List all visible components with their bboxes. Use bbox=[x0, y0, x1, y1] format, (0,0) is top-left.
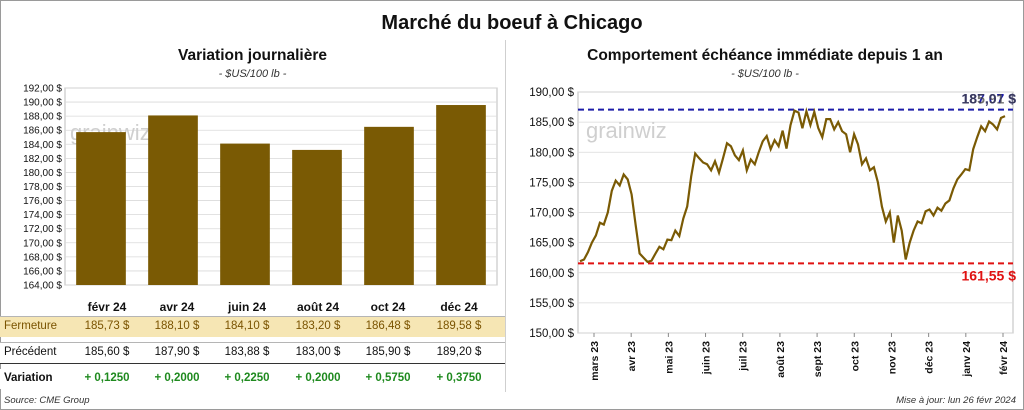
bar bbox=[436, 105, 486, 285]
table-header-month: févr 24 bbox=[87, 300, 127, 314]
variation-value: + 0,2250 bbox=[224, 372, 270, 384]
right-x-tick-label: mai 23 bbox=[663, 341, 675, 374]
row-label-previous: Précédent bbox=[4, 346, 57, 358]
left-y-tick-label: 188,00 $ bbox=[23, 112, 62, 123]
right-x-tick-label: juin 23 bbox=[701, 341, 713, 375]
close-value: 189,58 $ bbox=[436, 320, 482, 332]
table-header-row: févr 24 avr 24 juin 24 août 24 oct 24 dé… bbox=[0, 297, 505, 317]
left-y-tick-label: 182,00 $ bbox=[23, 154, 62, 165]
bar bbox=[76, 132, 126, 285]
main-title: Marché du boeuf à Chicago bbox=[381, 12, 643, 34]
left-y-tick-label: 164,00 $ bbox=[23, 281, 62, 292]
left-y-tick-label: 180,00 $ bbox=[23, 168, 62, 179]
right-line-chart: grainwiz 190,00 $ 185,00 $ 180,00 $ 175,00 … bbox=[529, 87, 1017, 381]
table-row-previous: Précédent 185,60 $ 187,90 $ 183,88 $ 183… bbox=[0, 342, 505, 364]
row-label-close: Fermeture bbox=[4, 320, 58, 332]
previous-value: 183,00 $ bbox=[295, 346, 341, 358]
table-header-month: déc 24 bbox=[440, 300, 478, 314]
close-value: 186,48 $ bbox=[365, 320, 411, 332]
right-y-tick-label: 165,00 $ bbox=[529, 238, 574, 250]
last-value-label: 185,91 $ bbox=[962, 91, 1017, 107]
right-y-tick-label: 170,00 $ bbox=[529, 208, 574, 220]
right-y-tick-label: 180,00 $ bbox=[529, 147, 574, 159]
variation-value: + 0,2000 bbox=[295, 372, 341, 384]
right-x-tick-label: avr 23 bbox=[626, 341, 638, 372]
close-value: 183,20 $ bbox=[295, 320, 341, 332]
right-x-tick-label: déc 23 bbox=[924, 341, 936, 374]
left-chart-title: Variation journalière bbox=[177, 47, 328, 64]
bar bbox=[292, 149, 342, 285]
previous-value: 183,88 $ bbox=[224, 346, 270, 358]
right-x-tick-label: juil 23 bbox=[738, 341, 750, 372]
update-note: Mise à jour: lun 26 févr 2024 bbox=[896, 395, 1016, 406]
right-x-tick-label: janv 24 bbox=[961, 341, 973, 378]
left-y-tick-label: 190,00 $ bbox=[23, 98, 62, 109]
left-chart-subtitle: - $US/100 lb - bbox=[218, 68, 287, 80]
right-x-tick-label: mars 23 bbox=[589, 341, 601, 381]
reference-line-label: 161,55 $ bbox=[962, 267, 1017, 283]
left-y-tick-label: 178,00 $ bbox=[23, 182, 62, 193]
right-y-tick-label: 160,00 $ bbox=[529, 268, 574, 280]
left-y-tick-label: 174,00 $ bbox=[23, 210, 62, 221]
price-series-line bbox=[579, 106, 1006, 264]
right-y-tick-label: 175,00 $ bbox=[529, 177, 574, 189]
right-x-tick-label: sept 23 bbox=[812, 341, 824, 377]
left-y-tick-label: 172,00 $ bbox=[23, 224, 62, 235]
left-y-tick-label: 184,00 $ bbox=[23, 140, 62, 151]
left-y-tick-label: 170,00 $ bbox=[23, 238, 62, 249]
previous-value: 185,90 $ bbox=[365, 346, 411, 358]
previous-value: 187,90 $ bbox=[154, 346, 200, 358]
table-row-variation: Variation + 0,1250 + 0,2000 + 0,2250 + 0… bbox=[0, 369, 505, 389]
variation-value: + 0,3750 bbox=[436, 372, 482, 384]
bar bbox=[148, 115, 198, 285]
left-y-tick-label: 186,00 $ bbox=[23, 126, 62, 137]
left-y-tick-label: 168,00 $ bbox=[23, 252, 62, 263]
close-value: 188,10 $ bbox=[154, 320, 200, 332]
close-value: 185,73 $ bbox=[84, 320, 130, 332]
right-watermark: grainwiz bbox=[586, 118, 667, 143]
source-note: Source: CME Group bbox=[4, 395, 90, 406]
previous-value: 189,20 $ bbox=[436, 346, 482, 358]
table-header-month: oct 24 bbox=[370, 300, 406, 314]
left-y-tick-label: 166,00 $ bbox=[23, 266, 62, 277]
close-value: 184,10 $ bbox=[224, 320, 270, 332]
right-y-tick-label: 155,00 $ bbox=[529, 298, 574, 310]
right-x-tick-label: août 23 bbox=[775, 341, 787, 378]
right-y-tick-label: 150,00 $ bbox=[529, 328, 574, 340]
previous-value: 185,60 $ bbox=[84, 346, 130, 358]
right-chart-title: Comportement échéance immédiate depuis 1… bbox=[587, 47, 943, 64]
right-x-tick-label: oct 23 bbox=[849, 341, 861, 372]
variation-value: + 0,2000 bbox=[154, 372, 200, 384]
table-header-month: août 24 bbox=[296, 300, 339, 314]
bar bbox=[364, 126, 414, 285]
right-x-tick-label: févr 24 bbox=[998, 341, 1010, 375]
right-y-tick-label: 185,00 $ bbox=[529, 117, 574, 129]
left-y-tick-label: 192,00 $ bbox=[23, 84, 62, 95]
left-y-tick-label: 176,00 $ bbox=[23, 196, 62, 207]
table-header-month: avr 24 bbox=[159, 300, 195, 314]
bar bbox=[220, 143, 270, 285]
right-x-tick-label: nov 23 bbox=[886, 341, 898, 374]
variation-value: + 0,5750 bbox=[365, 372, 411, 384]
left-bar-chart: grainwiz 192,00 $190,00 $188,00 $186,00 … bbox=[23, 84, 498, 292]
table-row-close: Fermeture 185,73 $ 188,10 $ 184,10 $ 183… bbox=[0, 316, 505, 337]
row-label-variation: Variation bbox=[4, 372, 53, 384]
variation-value: + 0,1250 bbox=[84, 372, 130, 384]
right-chart-subtitle: - $US/100 lb - bbox=[731, 68, 799, 80]
right-y-tick-label: 190,00 $ bbox=[529, 87, 574, 99]
panel-divider bbox=[505, 40, 506, 392]
table-header-month: juin 24 bbox=[227, 300, 266, 314]
reference-line-label: 187,07 $ bbox=[962, 91, 1017, 107]
